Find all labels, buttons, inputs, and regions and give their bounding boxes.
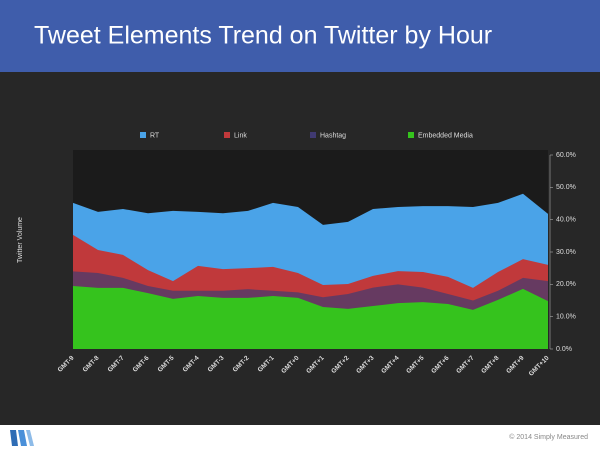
header-bar: [0, 0, 600, 72]
y-axis-label: Twitter Volume: [17, 217, 24, 263]
y-tick-label: 60.0%: [556, 152, 576, 159]
y-tick-label: 20.0%: [556, 281, 576, 288]
footer-bar: [0, 425, 600, 450]
legend-swatch: [140, 132, 146, 138]
area: [73, 285, 548, 349]
y-tick-label: 0.0%: [556, 346, 572, 353]
legend-swatch: [310, 132, 316, 138]
y-tick-label: 10.0%: [556, 314, 576, 321]
legend-label: Link: [234, 132, 247, 139]
y-tick-label: 50.0%: [556, 184, 576, 191]
y-tick-label: 30.0%: [556, 249, 576, 256]
legend-label: Embedded Media: [418, 132, 473, 139]
legend-label: RT: [150, 132, 160, 139]
legend-swatch: [408, 132, 414, 138]
copyright: © 2014 Simply Measured: [509, 433, 588, 441]
legend-label: Hashtag: [320, 132, 346, 139]
y-tick-label: 40.0%: [556, 217, 576, 224]
logo: [10, 430, 34, 446]
legend-swatch: [224, 132, 230, 138]
chart-title: Tweet Elements Trend on Twitter by Hour: [34, 22, 492, 50]
